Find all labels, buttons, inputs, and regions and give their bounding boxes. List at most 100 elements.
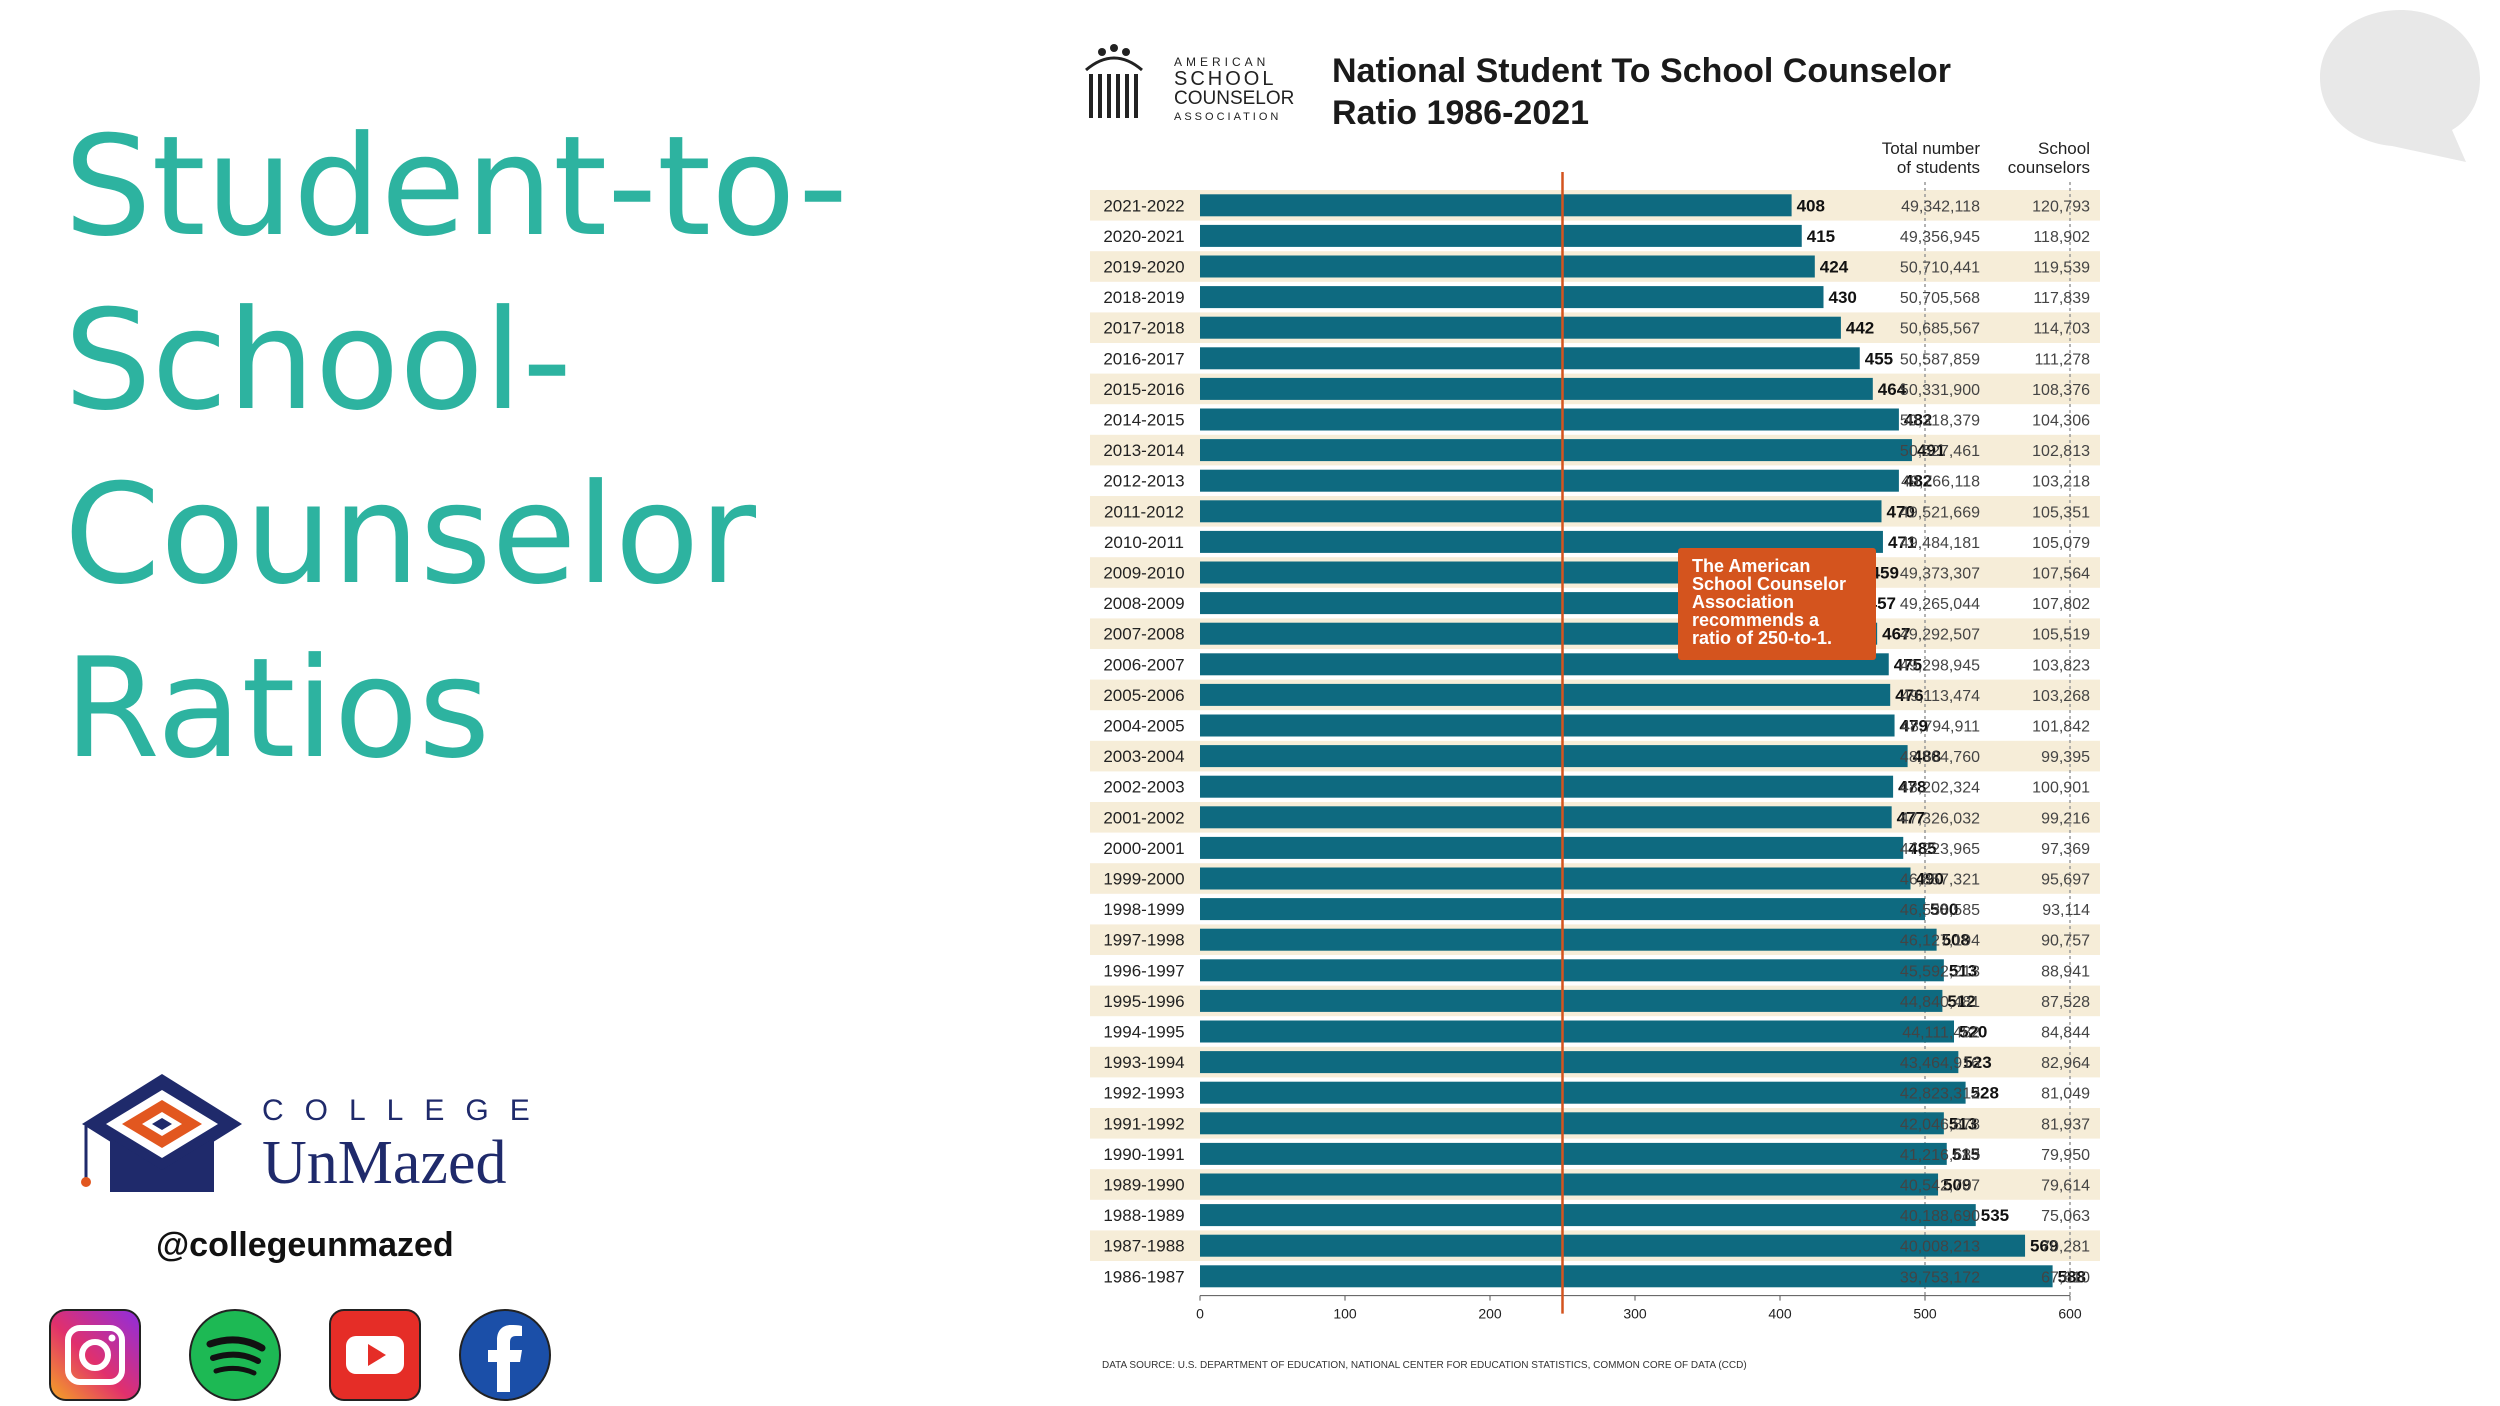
students-value: 49,521,669	[1900, 504, 1980, 521]
bar	[1200, 1204, 1976, 1227]
bar-value-label: 569	[2030, 1237, 2058, 1256]
year-label: 2019-2020	[1103, 258, 1184, 277]
counselors-value: 105,079	[2032, 535, 2090, 552]
counselors-value: 93,114	[2042, 902, 2090, 919]
x-tick-label: 300	[1623, 1306, 1647, 1322]
x-tick-label: 100	[1333, 1306, 1357, 1322]
students-value: 49,113,474	[1901, 688, 1980, 705]
bar-value-label: 482	[1904, 472, 1932, 491]
counselors-value: 120,793	[2032, 198, 2090, 215]
year-label: 2014-2015	[1103, 411, 1184, 430]
students-value: 50,527,461	[1900, 443, 1980, 460]
bar	[1200, 1051, 1959, 1074]
year-label: 2002-2003	[1103, 778, 1184, 797]
facebook-icon[interactable]	[458, 1308, 552, 1402]
bar-value-label: 415	[1807, 227, 1835, 246]
students-value: 49,342,118	[1901, 198, 1980, 215]
counselors-value: 81,049	[2041, 1086, 2090, 1103]
bar	[1200, 1081, 1966, 1104]
chart-title-line1: National Student To School Counselor	[1332, 52, 1951, 90]
bar-value-label: 479	[1900, 717, 1928, 736]
counselors-value: 70,281	[2041, 1239, 2090, 1256]
counselors-value: 104,306	[2032, 413, 2090, 430]
counselors-value: 103,268	[2032, 688, 2090, 705]
students-value: 49,265,044	[1900, 596, 1980, 613]
chart-title-line2: Ratio 1986-2021	[1332, 94, 1589, 132]
year-label: 1990-1991	[1103, 1145, 1184, 1164]
year-label: 1995-1996	[1103, 992, 1184, 1011]
bar-value-label: 459	[1871, 564, 1899, 583]
bar	[1200, 775, 1894, 798]
bar-value-label: 513	[1949, 961, 1977, 980]
bar-value-label: 424	[1820, 258, 1849, 277]
counselors-value: 117,839	[2033, 290, 2090, 307]
bar	[1200, 1020, 1954, 1043]
students-value: 49,766,118	[1901, 474, 1980, 491]
callout-line4: recommends a	[1692, 610, 1820, 630]
counselors-value: 95,697	[2041, 872, 2090, 889]
brand-college-text: COLLEGE	[262, 1094, 551, 1127]
counselors-value: 84,844	[2041, 1025, 2090, 1042]
year-label: 2010-2011	[1104, 533, 1184, 552]
instagram-icon[interactable]	[48, 1308, 142, 1402]
data-source-note: DATA SOURCE: U.S. DEPARTMENT OF EDUCATIO…	[1102, 1360, 1747, 1371]
counselors-value: 107,802	[2032, 596, 2090, 613]
bar-value-label: 442	[1846, 319, 1874, 338]
callout-line1: The American	[1692, 556, 1810, 576]
bar	[1200, 469, 1899, 492]
title-line: School-	[64, 280, 572, 441]
bar	[1200, 224, 1802, 247]
students-value: 46,127,194	[1900, 933, 1980, 950]
bar	[1200, 806, 1892, 829]
students-value: 40,008,213	[1900, 1239, 1980, 1256]
ratio-chart: AMERICAN SCHOOL COUNSELOR ASSOCIATION Na…	[1085, 44, 2100, 1371]
counselors-value: 102,813	[2032, 443, 2090, 460]
callout-box: The American School Counselor Associatio…	[1678, 548, 1876, 660]
spotify-icon[interactable]	[188, 1308, 282, 1402]
students-value: 44,840,481	[1900, 994, 1980, 1011]
students-value: 43,464,916	[1900, 1055, 1980, 1072]
bar	[1200, 1112, 1944, 1135]
students-value: 50,705,568	[1900, 290, 1980, 307]
bar-value-label: 515	[1952, 1145, 1980, 1164]
asca-line1: AMERICAN	[1174, 55, 1269, 69]
students-value: 40,542,707	[1900, 1178, 1980, 1195]
speech-bubble-icon	[2320, 10, 2480, 162]
students-value: 49,373,307	[1900, 566, 1980, 583]
title-line: Ratios	[64, 628, 491, 789]
students-value: 40,188,690	[1900, 1208, 1980, 1225]
counselors-value: 97,369	[2041, 841, 2090, 858]
year-label: 2009-2010	[1103, 564, 1184, 583]
bar-value-label: 485	[1908, 839, 1936, 858]
bar	[1200, 745, 1908, 768]
counselors-value: 103,218	[2032, 474, 2090, 491]
students-value: 42,823,312	[1900, 1086, 1980, 1103]
year-label: 2004-2005	[1103, 717, 1184, 736]
bar	[1200, 255, 1815, 278]
counselors-value: 118,902	[2033, 229, 2090, 246]
bar	[1200, 377, 1873, 400]
year-label: 1993-1994	[1103, 1053, 1184, 1072]
bar-value-label: 430	[1829, 288, 1857, 307]
college-unmazed-logo: COLLEGE UnMazed	[70, 1068, 530, 1208]
bar-value-label: 491	[1917, 441, 1945, 460]
bar	[1200, 316, 1841, 339]
bar-value-label: 488	[1913, 747, 1941, 766]
chart-panel: AMERICAN SCHOOL COUNSELOR ASSOCIATION Na…	[1080, 40, 2120, 1380]
bar	[1200, 1142, 1947, 1165]
callout-background	[1678, 548, 1876, 660]
bar-value-label: 475	[1894, 655, 1922, 674]
bar-value-label: 408	[1797, 196, 1825, 215]
counselors-value: 79,950	[2041, 1147, 2090, 1164]
counselors-value: 119,539	[2033, 260, 2090, 277]
counselors-value: 99,216	[2041, 810, 2090, 827]
bar	[1200, 989, 1943, 1012]
counselors-value: 100,901	[2032, 780, 2090, 797]
bar-value-label: 464	[1878, 380, 1907, 399]
bar-value-label: 512	[1947, 992, 1975, 1011]
students-value: 49,356,945	[1900, 229, 1980, 246]
youtube-icon[interactable]	[328, 1308, 422, 1402]
students-header-line1: Total number	[1882, 139, 1981, 158]
bar	[1200, 194, 1792, 217]
year-label: 2007-2008	[1103, 625, 1184, 644]
